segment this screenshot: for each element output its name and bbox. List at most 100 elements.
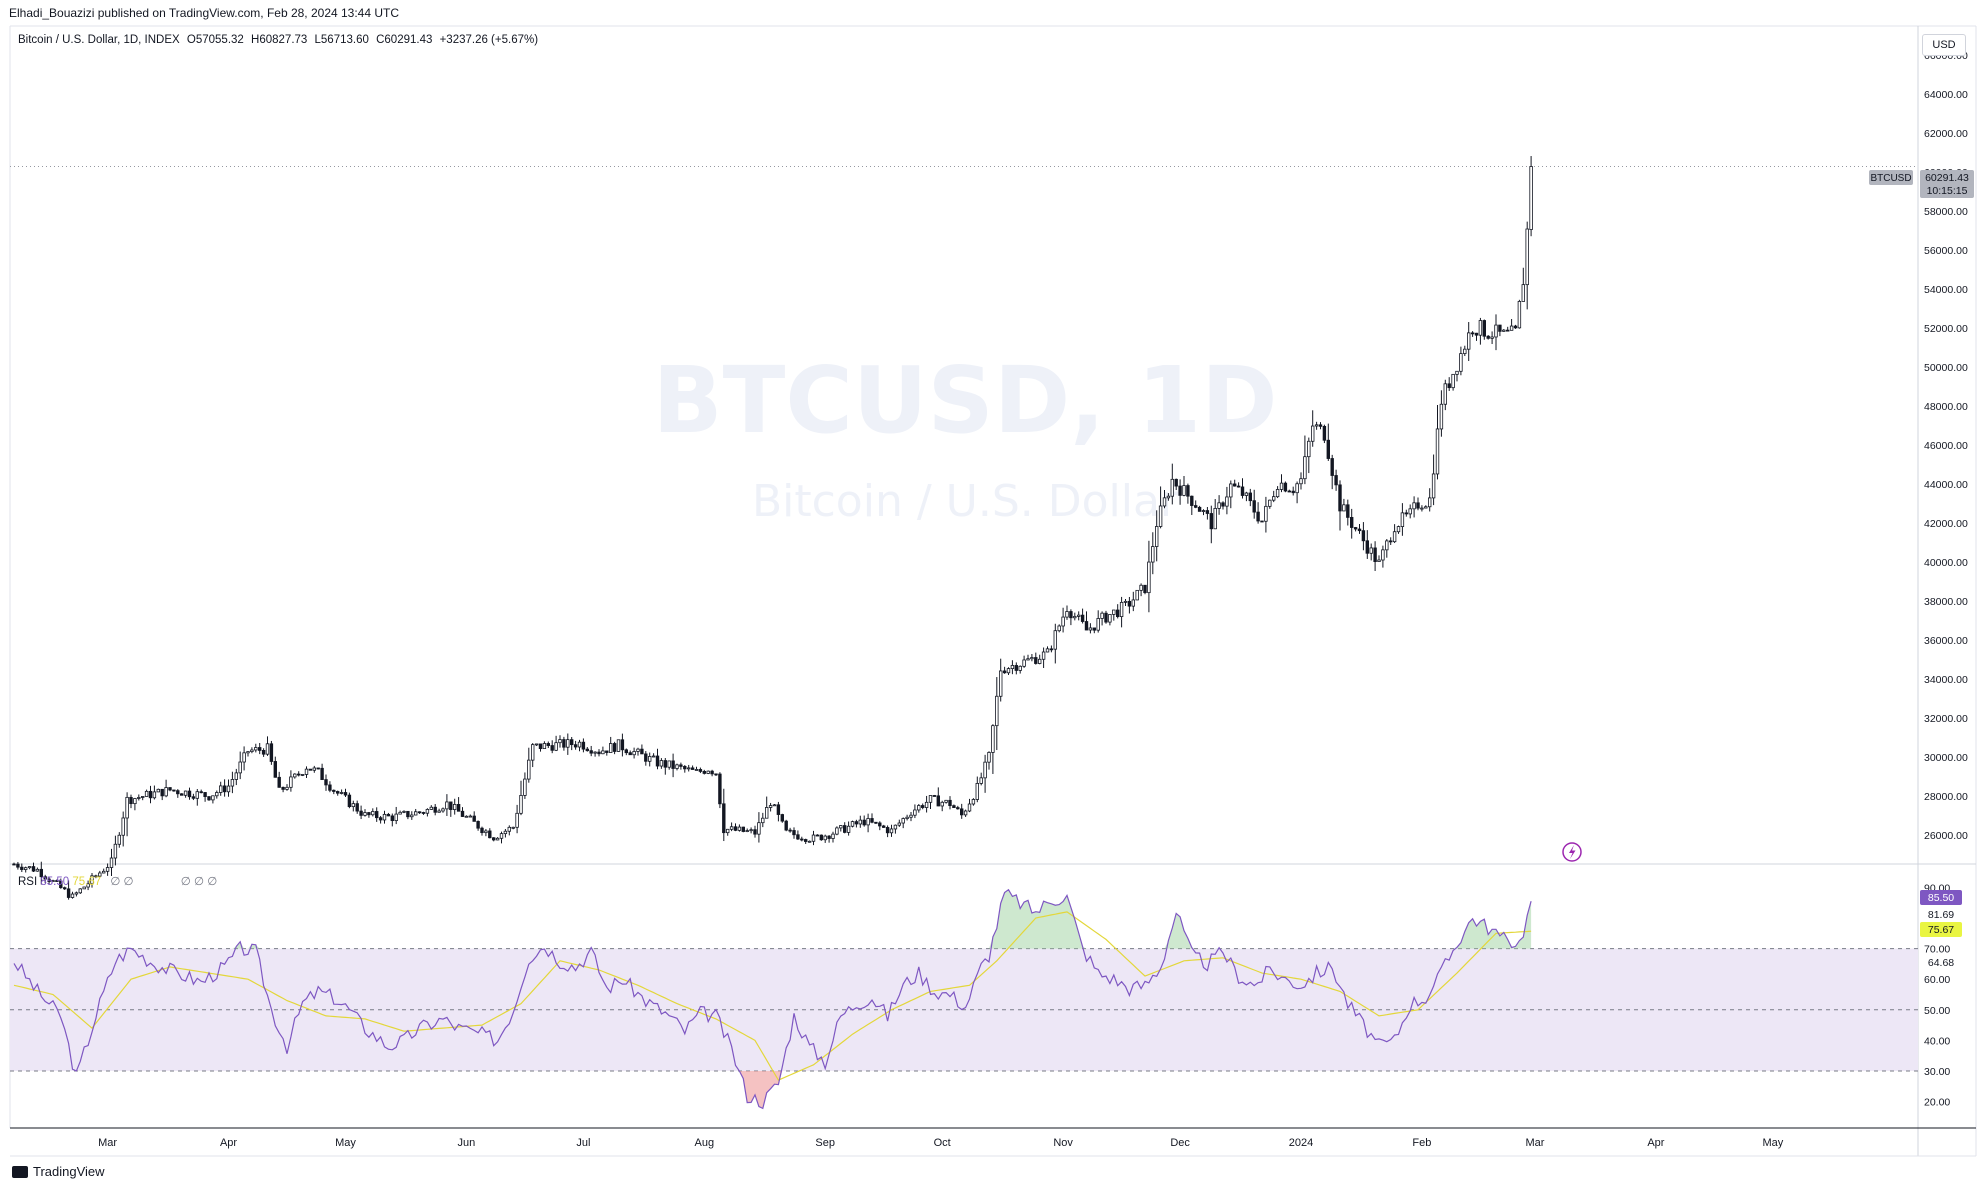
- candle-body: [807, 840, 812, 843]
- price-tick-label: 44000.00: [1924, 479, 1968, 491]
- candle-body: [1030, 657, 1034, 660]
- candle-body: [1061, 616, 1065, 627]
- candle-body: [215, 792, 219, 797]
- candle-body: [86, 883, 90, 888]
- candle-body: [1424, 506, 1428, 509]
- candle-body: [374, 811, 379, 819]
- candle-body: [796, 834, 800, 840]
- candle-body: [1330, 458, 1334, 476]
- time-tick-label: Nov: [1053, 1137, 1073, 1149]
- candle-body: [495, 837, 500, 841]
- candle-body: [570, 739, 574, 746]
- candle-body: [312, 767, 316, 771]
- candle-body: [1026, 658, 1030, 661]
- candle-body: [726, 828, 730, 834]
- candle-body: [909, 814, 913, 818]
- candle-body: [1420, 507, 1424, 510]
- price-tick-label: 48000.00: [1924, 401, 1968, 413]
- candle-body: [449, 801, 453, 810]
- candle-body: [1439, 403, 1444, 430]
- candle-body: [644, 753, 648, 762]
- candle-body: [1057, 625, 1061, 632]
- candle-body: [788, 829, 792, 832]
- footer-brand[interactable]: TradingView: [12, 1164, 105, 1179]
- candle-body: [289, 776, 293, 788]
- candle-body: [663, 760, 667, 768]
- candle-body: [897, 822, 901, 826]
- candle-body: [1096, 618, 1100, 631]
- candle-body: [66, 888, 71, 898]
- candle-body: [332, 789, 336, 792]
- candle-body: [1377, 559, 1381, 562]
- candle-body: [632, 751, 636, 756]
- candle-body: [43, 876, 47, 880]
- symbol-description[interactable]: Bitcoin / U.S. Dollar, 1D, INDEX: [18, 34, 180, 46]
- candle-body: [870, 818, 874, 823]
- candle-body: [1353, 527, 1358, 530]
- candle-body: [655, 755, 660, 767]
- candle-body: [499, 833, 504, 839]
- time-tick-label: Dec: [1170, 1137, 1190, 1149]
- candle-body: [679, 764, 683, 767]
- candle-body: [1369, 547, 1373, 554]
- candle-body: [874, 821, 878, 824]
- candle-body: [98, 872, 102, 877]
- candle-body: [589, 750, 593, 754]
- rsi-band-group: [10, 948, 1918, 1072]
- candle-body: [1326, 439, 1330, 459]
- rsi-tick-label: 70.00: [1924, 944, 1950, 956]
- candle-body: [109, 857, 114, 868]
- candle-body: [1002, 670, 1007, 674]
- candle-body: [195, 791, 199, 799]
- candle-body: [1186, 485, 1190, 497]
- candle-body: [129, 796, 133, 805]
- candle-body: [316, 767, 320, 770]
- currency-button[interactable]: USD: [1922, 34, 1966, 56]
- candle-body: [31, 866, 36, 872]
- candle-body: [257, 747, 262, 751]
- time-tick-label: Sep: [815, 1137, 835, 1149]
- candle-body: [133, 798, 137, 805]
- candle-body: [858, 819, 862, 825]
- price-tick-label: 32000.00: [1924, 713, 1968, 725]
- candle-body: [1443, 383, 1447, 405]
- candle-body: [843, 825, 847, 833]
- candle-body: [156, 788, 160, 793]
- candle-body: [960, 808, 964, 816]
- candle-body: [1451, 373, 1455, 389]
- candle-body: [1268, 499, 1272, 507]
- candle-body: [1077, 614, 1081, 617]
- candle-body: [538, 743, 543, 750]
- candle-body: [585, 748, 589, 752]
- candle-body: [511, 826, 515, 829]
- watermark-description: Bitcoin / U.S. Dollar: [752, 476, 1179, 527]
- candle-body: [199, 791, 203, 794]
- candle-body: [1260, 520, 1264, 523]
- candle-body: [952, 805, 956, 809]
- candle-body: [1049, 648, 1054, 651]
- rsi-legend-name[interactable]: RSI: [18, 876, 38, 888]
- candle-body: [1392, 531, 1397, 543]
- price-tag-countdown: 10:15:15: [1927, 185, 1968, 197]
- candle-body: [1166, 495, 1171, 499]
- candle-body: [901, 818, 905, 824]
- candle-body: [164, 787, 168, 797]
- rsi-oversold-fill: [14, 1070, 1532, 1109]
- candle-body: [1303, 456, 1307, 480]
- chart-frame: [9, 25, 1977, 1157]
- candle-body: [995, 695, 999, 727]
- candle-body: [382, 813, 387, 821]
- candle-body: [507, 826, 511, 832]
- candle-body: [718, 773, 722, 805]
- candle-body: [148, 790, 153, 799]
- candle-body: [102, 870, 106, 874]
- lightning-icon[interactable]: [1562, 842, 1582, 862]
- price-tick-label: 52000.00: [1924, 323, 1968, 335]
- candle-body: [971, 799, 976, 805]
- candle-body: [768, 805, 773, 808]
- candle-body: [546, 743, 550, 746]
- candle-body: [1116, 609, 1120, 618]
- time-tick-label: Mar: [98, 1137, 117, 1149]
- rsi-line: [13, 888, 1532, 1110]
- candle-body: [74, 892, 79, 895]
